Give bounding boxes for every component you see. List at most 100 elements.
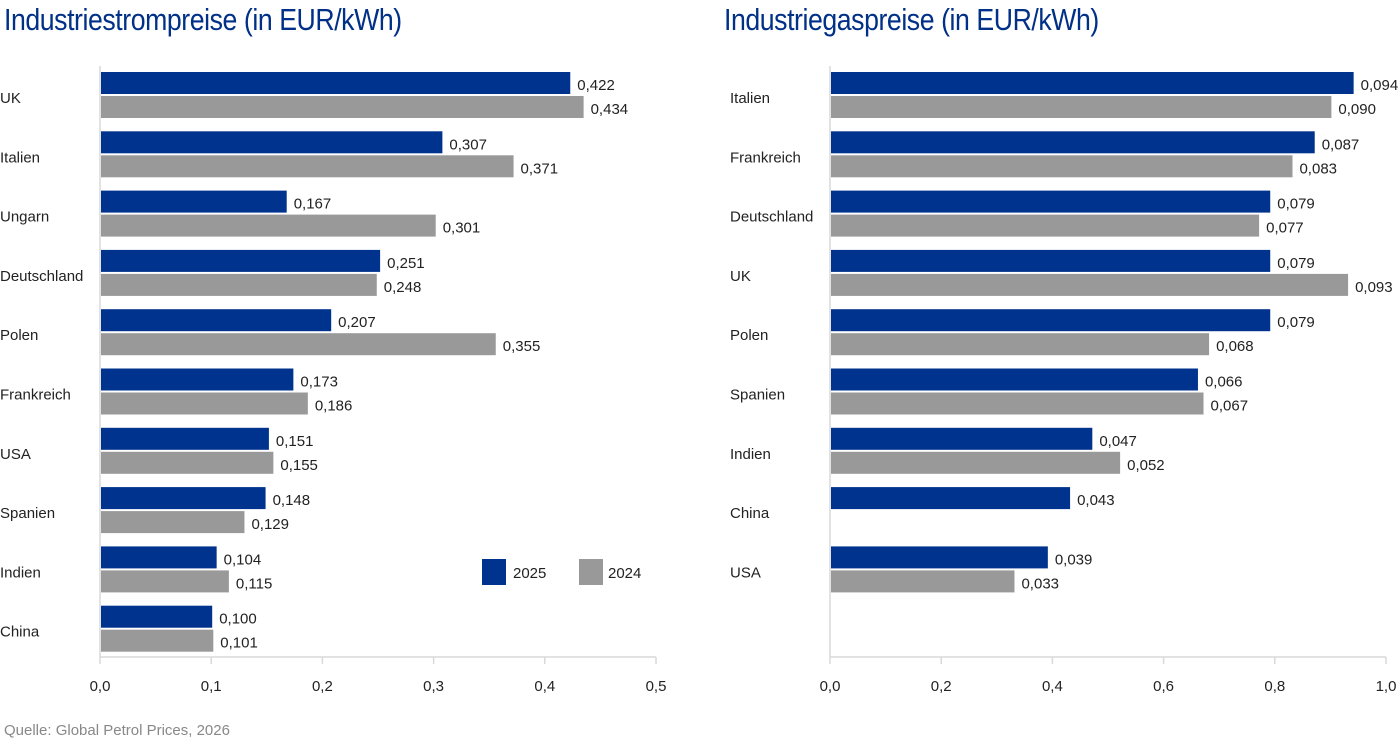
value-label-2025: 0,079 — [1277, 196, 1315, 213]
value-label-2024: 0,101 — [220, 635, 258, 652]
bar-2025 — [101, 72, 571, 94]
bar-2024 — [831, 451, 1121, 474]
bar-2024 — [831, 570, 1015, 593]
bar-2025 — [101, 368, 294, 391]
value-label-2025: 0,422 — [577, 77, 615, 94]
source-note: Quelle: Global Petrol Prices, 2026 — [4, 722, 230, 739]
x-tick-label: 0,2 — [931, 678, 952, 695]
value-label-2025: 0,167 — [294, 196, 332, 213]
value-label-2024: 0,068 — [1216, 338, 1254, 355]
bar-2024 — [831, 333, 1210, 356]
value-label-2024: 0,090 — [1338, 101, 1376, 118]
category-label: Italien — [730, 90, 770, 107]
value-label-2024: 0,052 — [1127, 457, 1165, 474]
category-label: Indien — [0, 564, 41, 581]
bar-2024 — [101, 451, 274, 474]
value-label-2025: 0,104 — [224, 551, 262, 568]
category-label: Polen — [0, 327, 38, 344]
bar-2024 — [831, 214, 1260, 237]
value-label-2025: 0,043 — [1077, 492, 1115, 509]
value-label-2024: 0,186 — [315, 398, 353, 415]
bar-2025 — [101, 487, 266, 510]
bar-2024 — [101, 214, 436, 237]
chart-title-electricity: Industriestrompreise (in EUR/kWh) — [4, 2, 402, 37]
legend-swatch-2024 — [579, 559, 603, 585]
legend-swatch-2025 — [482, 559, 506, 585]
value-label-2024: 0,355 — [503, 338, 541, 355]
value-label-2024: 0,129 — [251, 516, 289, 533]
category-label: Italien — [0, 149, 40, 166]
bar-2025 — [831, 368, 1198, 391]
bar-2025 — [101, 605, 213, 628]
bar-2025 — [101, 131, 443, 154]
bar-2025 — [831, 546, 1048, 569]
value-label-2025: 0,207 — [338, 314, 376, 331]
value-label-2025: 0,151 — [276, 433, 314, 450]
category-label: UK — [0, 90, 21, 107]
bar-2024 — [101, 392, 308, 415]
bar-2024 — [101, 96, 584, 118]
x-tick-label: 0,6 — [1153, 678, 1174, 695]
bar-2024 — [101, 333, 496, 356]
legend-label-2024: 2024 — [608, 565, 641, 582]
value-label-2025: 0,066 — [1205, 374, 1243, 391]
bar-2025 — [101, 190, 287, 213]
bar-2024 — [101, 629, 214, 652]
bar-2025 — [101, 427, 269, 450]
category-label: Spanien — [0, 505, 55, 522]
bar-2024 — [101, 155, 514, 178]
value-label-2024: 0,093 — [1355, 279, 1393, 296]
x-tick-label: 0,5 — [646, 678, 667, 695]
bar-2025 — [831, 427, 1093, 450]
category-label: Frankreich — [730, 149, 801, 166]
category-label: China — [0, 624, 40, 641]
value-label-2024: 0,371 — [521, 160, 559, 177]
bar-2025 — [831, 190, 1271, 213]
bar-2025 — [101, 309, 332, 332]
bar-2025 — [101, 249, 381, 272]
bar-2024 — [831, 155, 1293, 178]
value-label-2025: 0,251 — [387, 255, 425, 272]
x-tick-label: 0,3 — [423, 678, 444, 695]
bar-2024 — [831, 273, 1349, 296]
x-tick-label: 0,0 — [820, 678, 841, 695]
x-tick-label: 0,8 — [1264, 678, 1285, 695]
chart-title-gas: Industriegaspreise (in EUR/kWh) — [724, 2, 1099, 37]
value-label-2024: 0,067 — [1211, 398, 1249, 415]
value-label-2025: 0,100 — [219, 611, 257, 628]
value-label-2025: 0,307 — [449, 136, 487, 153]
bar-2024 — [101, 511, 245, 534]
bar-2025 — [831, 131, 1315, 154]
value-label-2025: 0,148 — [273, 492, 311, 509]
category-label: Deutschland — [0, 268, 83, 285]
value-label-2025: 0,079 — [1277, 314, 1315, 331]
value-label-2025: 0,173 — [300, 374, 338, 391]
x-tick-label: 0,4 — [534, 678, 555, 695]
bar-2025 — [831, 487, 1071, 510]
x-tick-label: 1,0 — [1376, 678, 1397, 695]
category-label: Indien — [730, 446, 771, 463]
x-tick-label: 0,1 — [201, 678, 222, 695]
x-tick-label: 0,0 — [90, 678, 111, 695]
value-label-2024: 0,155 — [280, 457, 318, 474]
legend-label-2025: 2025 — [513, 565, 546, 582]
x-tick-label: 0,4 — [1042, 678, 1063, 695]
bar-2025 — [101, 546, 217, 569]
value-label-2025: 0,094 — [1361, 77, 1399, 94]
bar-2024 — [101, 570, 229, 593]
value-label-2024: 0,115 — [236, 575, 272, 592]
bar-2024 — [831, 392, 1204, 415]
category-label: Spanien — [730, 387, 785, 404]
bar-2024 — [101, 273, 377, 296]
value-label-2025: 0,079 — [1277, 255, 1315, 272]
value-label-2025: 0,039 — [1055, 551, 1093, 568]
category-label: Ungarn — [0, 209, 49, 226]
value-label-2024: 0,301 — [443, 220, 481, 237]
value-label-2024: 0,033 — [1021, 575, 1059, 592]
x-tick-label: 0,2 — [312, 678, 333, 695]
value-label-2024: 0,077 — [1266, 220, 1304, 237]
bar-2025 — [831, 72, 1354, 94]
category-label: Polen — [730, 327, 768, 344]
value-label-2025: 0,087 — [1322, 136, 1360, 153]
